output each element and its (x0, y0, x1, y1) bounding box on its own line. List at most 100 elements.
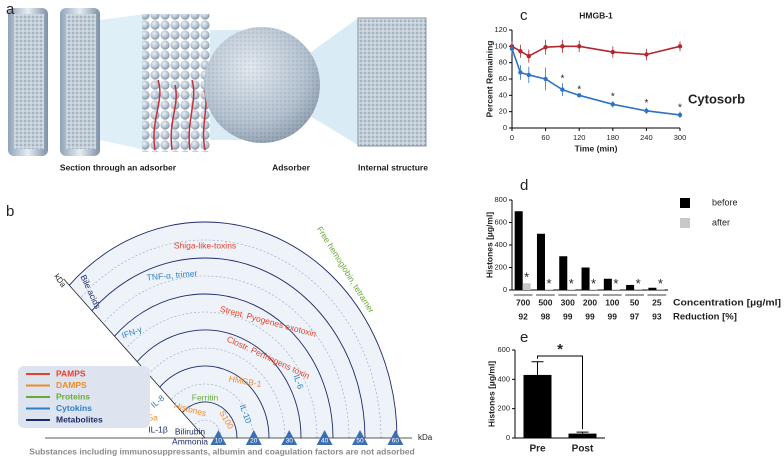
data-point (543, 76, 548, 82)
substance-label: Bilirubin (175, 426, 206, 436)
y-tick-label: 0 (506, 433, 510, 442)
y-tick-label: 120 (494, 25, 507, 34)
bar (648, 287, 657, 290)
data-point (577, 44, 582, 49)
scale-label: 40 (321, 438, 329, 445)
category-axis-label: Concentration [µg/ml] (673, 298, 781, 309)
scale-label: 10 (215, 438, 223, 445)
size-arc (68, 221, 398, 439)
x-tick-label: 0 (510, 133, 514, 142)
bar (589, 289, 598, 290)
chart-title: HMGB-1 (579, 10, 613, 20)
significance-star: * (613, 276, 618, 291)
y-axis-label: Percent Remaining (484, 41, 494, 118)
substance-label: Ammonia (172, 436, 208, 446)
bar (568, 433, 597, 438)
significance-star: * (644, 98, 648, 109)
data-point (526, 72, 531, 78)
x-tick-label: 700 (516, 297, 530, 307)
bar (567, 289, 576, 290)
y-tick-label: 100 (494, 41, 507, 50)
size-arc (148, 347, 286, 439)
data-point (526, 53, 531, 59)
reduction-label: 92 (518, 311, 528, 321)
data-point (518, 70, 523, 75)
legend-label: PAMPS (56, 368, 86, 378)
legend-label: Cytokins (56, 403, 92, 413)
y-tick-label: 0 (503, 285, 507, 294)
legend-box (18, 366, 150, 428)
legend-label: DAMPS (56, 380, 87, 390)
bar (581, 267, 590, 290)
x-tick-label: 200 (583, 297, 597, 307)
bar (603, 278, 612, 290)
substance-label: Ferritin (192, 392, 219, 402)
bar (514, 211, 523, 290)
panel-label: b (6, 203, 14, 220)
reduction-axis-label: Reduction [%] (673, 312, 737, 323)
x-tick-label: 500 (538, 297, 552, 307)
bar (523, 374, 552, 438)
size-arc (91, 257, 366, 439)
x-axis-label: Time (min) (575, 143, 618, 153)
substance-label: Shiga-like-toxins (174, 240, 236, 250)
y-tick-label: 20 (499, 107, 507, 116)
data-point (610, 49, 615, 55)
scale-label: 30 (286, 438, 294, 445)
x-tick-label: 25 (652, 297, 662, 307)
bar (559, 256, 568, 290)
legend-label: Proteins (56, 391, 90, 401)
significance-star: * (560, 74, 564, 85)
bar (626, 284, 635, 290)
substance-label: IL-6 (291, 373, 305, 390)
axis-line (63, 278, 206, 439)
size-arc (170, 383, 254, 439)
series-label: Cytosorb (688, 91, 745, 106)
size-arc (125, 311, 318, 439)
caption: Internal structure (358, 162, 428, 172)
size-arc (159, 365, 270, 439)
significance-star: * (524, 270, 529, 285)
legend-swatch (680, 218, 690, 228)
bar (522, 283, 531, 290)
scale-label: 50 (356, 438, 364, 445)
scale-label: 60 (392, 438, 400, 445)
x-tick-label: 120 (573, 133, 586, 142)
bar (611, 289, 620, 290)
error-bar (531, 361, 544, 375)
size-arc (136, 329, 302, 439)
axis-label: kDa (418, 433, 433, 442)
significance-star: * (678, 102, 682, 113)
data-point (677, 44, 683, 49)
data-point (560, 87, 565, 92)
panel-label: a (6, 1, 15, 18)
legend-label: Metabolites (56, 414, 103, 424)
scale-marker (387, 430, 404, 445)
substance-label: IL-8 (149, 393, 167, 410)
data-point (644, 108, 649, 114)
size-arc (193, 419, 222, 439)
legend-label: before (712, 197, 738, 207)
y-tick-label: 600 (494, 217, 507, 226)
x-tick-label: 50 (630, 297, 640, 307)
scale-label: 20 (250, 438, 258, 445)
panel-label: c (520, 7, 528, 24)
y-axis-label: Histones [µg/ml] (486, 361, 496, 427)
reduction-label: 97 (630, 311, 640, 321)
series-line (511, 48, 681, 116)
caption: Section through an adsorber (60, 162, 177, 172)
y-tick-label: 600 (497, 345, 510, 354)
bar (544, 289, 554, 290)
caption: Adsorber (272, 162, 310, 172)
y-tick-label: 0 (503, 123, 507, 132)
substance-label: C5a (142, 412, 158, 422)
reduction-label: 93 (652, 311, 662, 321)
legend-swatch (680, 198, 690, 208)
data-point (543, 44, 548, 50)
significance-star: * (569, 276, 574, 291)
reduction-label: 98 (541, 311, 551, 321)
size-arc (114, 293, 334, 439)
bar (536, 233, 545, 290)
scale-marker (352, 430, 368, 445)
data-point (577, 93, 582, 98)
